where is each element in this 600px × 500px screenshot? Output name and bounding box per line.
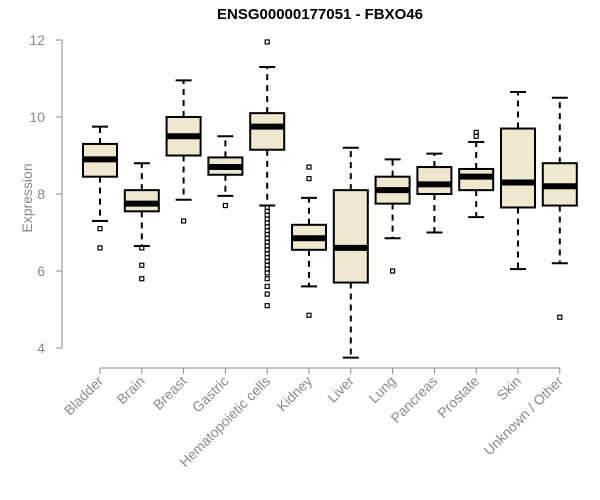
boxes-layer	[82, 39, 578, 359]
y-axis: 4 6 8 10 12	[29, 32, 63, 356]
outlier-point	[264, 276, 270, 282]
y-tick-label: 10	[29, 109, 45, 125]
x-tick-label: Unknown / Other	[480, 373, 566, 459]
outlier-point	[306, 164, 312, 170]
outlier-point	[222, 202, 228, 209]
outlier-point	[139, 262, 145, 268]
box-liver	[332, 146, 369, 359]
box-brain	[123, 162, 160, 282]
x-tick-label: Lung	[365, 373, 398, 406]
iqr-box	[332, 189, 369, 284]
iqr-box	[416, 166, 453, 196]
outlier-point	[264, 283, 270, 289]
outlier-point	[264, 303, 270, 309]
x-tick-label: Liver	[324, 373, 357, 406]
box-pancreas	[416, 152, 453, 234]
outlier-point	[97, 245, 103, 251]
outlier-point	[306, 176, 312, 182]
outlier-point	[139, 276, 145, 282]
y-tick-label: 8	[37, 186, 45, 202]
box-bladder	[82, 125, 118, 251]
outlier-point	[390, 268, 396, 274]
y-tick-label: 12	[29, 32, 45, 48]
x-tick-label: Prostate	[434, 373, 482, 421]
box-unknown-other	[541, 96, 578, 320]
box-kidney	[291, 164, 327, 318]
y-tick-label: 6	[37, 263, 45, 279]
box-breast	[165, 79, 202, 224]
outlier-point	[264, 39, 270, 45]
outlier-point	[181, 218, 187, 224]
x-tick-label: Skin	[494, 373, 525, 404]
iqr-box	[500, 127, 536, 209]
box-skin	[500, 90, 536, 271]
outlier-point	[306, 312, 312, 318]
box-gastric	[207, 135, 244, 209]
outlier-point	[139, 245, 145, 251]
outlier-point	[473, 133, 479, 139]
outlier-point	[557, 314, 563, 320]
x-tick-label: Kidney	[274, 373, 316, 415]
outlier-point	[264, 270, 270, 276]
outlier-point	[97, 226, 103, 232]
y-tick-label: 4	[37, 340, 45, 356]
box-lung	[374, 158, 411, 274]
chart-title: ENSG00000177051 - FBXO46	[217, 6, 423, 23]
box-prostate	[458, 129, 495, 219]
box-hematopoietic-cells	[249, 39, 286, 309]
x-tick-label: Breast	[150, 373, 190, 413]
x-tick-label: Bladder	[61, 373, 107, 419]
x-tick-label: Brain	[113, 373, 147, 407]
iqr-box	[249, 112, 286, 151]
outlier-point	[264, 291, 270, 297]
